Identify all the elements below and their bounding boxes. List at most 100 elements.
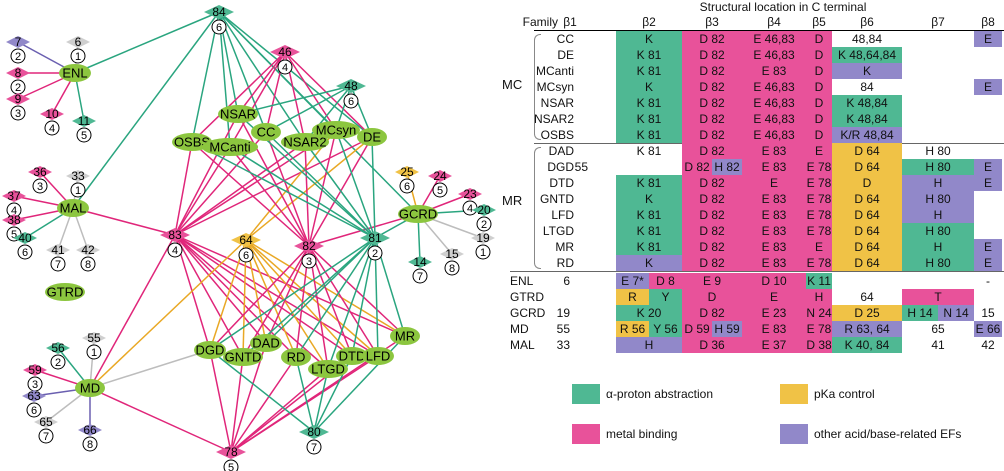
strand-circle bbox=[444, 260, 460, 276]
residue-cell: E 46,83 bbox=[742, 111, 806, 127]
network-edge bbox=[174, 234, 267, 344]
residue-cell: D 82 bbox=[682, 143, 742, 159]
network-edge bbox=[89, 387, 232, 453]
residue-cell bbox=[902, 63, 974, 79]
family-node bbox=[362, 347, 394, 365]
residue-cell: D 10 bbox=[742, 273, 806, 289]
residue-cell: 65 bbox=[931, 322, 945, 336]
residue-cell bbox=[902, 111, 974, 127]
residue-cell: R 63, 64 bbox=[832, 321, 902, 337]
residue-cell: D 82 bbox=[682, 79, 742, 95]
residue-cell: D bbox=[682, 289, 742, 305]
strand-circle bbox=[399, 178, 415, 194]
residue-cell: K 81 bbox=[636, 144, 662, 158]
strand-number: 6 bbox=[348, 96, 354, 108]
network-edge bbox=[237, 113, 310, 247]
network-edge bbox=[230, 356, 297, 453]
family-node-label: MD bbox=[80, 381, 100, 396]
header-5: β5 bbox=[812, 15, 826, 29]
table-row: MCsyn K D 82 E 46,83 D 84 E bbox=[510, 79, 1004, 95]
network-edge bbox=[218, 11, 267, 133]
position-diamond bbox=[360, 231, 390, 245]
position-number: 33 bbox=[71, 169, 85, 183]
residue-cell: E 23 bbox=[742, 305, 806, 321]
family-name: NSAR2 bbox=[533, 112, 574, 126]
residue-cell: D 64 bbox=[832, 191, 902, 207]
strand-number: 7 bbox=[55, 259, 61, 271]
residue-cell: H bbox=[902, 175, 974, 191]
strand-number: 7 bbox=[311, 442, 317, 454]
strand-circle bbox=[82, 436, 98, 452]
residue-cell: Y bbox=[649, 289, 682, 305]
header-4: β4 bbox=[767, 15, 781, 29]
beta1-value: 19 bbox=[556, 306, 570, 320]
position-diamond bbox=[34, 416, 58, 428]
position-number: 83 bbox=[168, 228, 182, 242]
position-number: 14 bbox=[413, 255, 427, 269]
family-node-label: CC bbox=[257, 125, 276, 140]
strand-circle bbox=[223, 459, 239, 471]
position-diamond bbox=[2, 190, 26, 202]
network-edge bbox=[218, 11, 419, 215]
position-number: 8 bbox=[15, 66, 22, 80]
family-node bbox=[336, 347, 368, 365]
residue-cell: E bbox=[806, 239, 832, 255]
family-node bbox=[312, 121, 360, 139]
family-name: DTD bbox=[549, 176, 574, 190]
table-row: GCRD 19 K 20 D 82 E 23 N 24 D 25 H 14 N 14 15 bbox=[510, 305, 1004, 321]
position-diamond bbox=[40, 108, 64, 120]
position-number: 9 bbox=[15, 92, 22, 106]
family-node bbox=[250, 334, 282, 352]
strand-number: 8 bbox=[85, 259, 91, 271]
strand-number: 3 bbox=[32, 379, 38, 391]
network-edge bbox=[209, 245, 310, 351]
network-edge bbox=[191, 141, 310, 247]
network-edge bbox=[218, 11, 373, 138]
family-node bbox=[57, 199, 89, 217]
strand-circle bbox=[432, 182, 448, 198]
residue-cell: D 64 bbox=[832, 255, 902, 271]
position-diamond bbox=[472, 204, 496, 216]
residue-cell bbox=[974, 223, 1002, 239]
residue-cell: E bbox=[806, 143, 832, 159]
table-row: MR K 81 D 82 E 83 E D 64 H E bbox=[510, 239, 1004, 255]
residue-cell: K 11 bbox=[806, 273, 832, 289]
family-name: RD bbox=[556, 256, 574, 270]
position-number: 59 bbox=[28, 363, 42, 377]
network-edge bbox=[89, 239, 247, 389]
network-edge bbox=[89, 234, 176, 389]
strand-number: 3 bbox=[306, 256, 312, 268]
header-rule bbox=[534, 30, 1004, 31]
residue-cell: K 81 bbox=[616, 63, 682, 79]
residue-cell: K 20 bbox=[616, 305, 682, 321]
table-row: LFD K 81 D 82 E 83 E 78 D 64 H bbox=[510, 207, 1004, 223]
residue-cell: Y 56 bbox=[649, 321, 682, 337]
residue-cell bbox=[902, 127, 974, 143]
network-edge bbox=[237, 51, 286, 115]
strand-circle bbox=[306, 439, 322, 455]
residue-cell: K 81 bbox=[616, 111, 682, 127]
strand-number: 5 bbox=[81, 130, 87, 142]
position-diamond bbox=[204, 5, 234, 19]
residue-cell: 41 bbox=[931, 338, 945, 352]
residue-cell: E 7* bbox=[616, 273, 649, 289]
residue-cell: K 81 bbox=[616, 175, 682, 191]
position-number: 37 bbox=[7, 189, 21, 203]
strand-number: 7 bbox=[43, 431, 49, 443]
family-node-label: DAD bbox=[252, 336, 279, 351]
position-diamond bbox=[458, 188, 482, 200]
position-diamond bbox=[82, 332, 106, 344]
table-row: GTRD R Y D E H 64 T bbox=[510, 289, 1004, 305]
strand-number: 3 bbox=[37, 181, 43, 193]
residue-cell: D 82 bbox=[682, 47, 742, 63]
position-number: 82 bbox=[302, 239, 316, 253]
strand-number: 1 bbox=[75, 185, 81, 197]
position-number: 20 bbox=[477, 203, 491, 217]
residue-cell: E 83 bbox=[742, 239, 806, 255]
family-node-label: GTRD bbox=[47, 285, 84, 300]
residue-cell: N 24 bbox=[806, 305, 832, 321]
residue-cell: E 46,83 bbox=[742, 47, 806, 63]
residue-cell: D 64 bbox=[832, 223, 902, 239]
network-edge bbox=[245, 239, 297, 358]
